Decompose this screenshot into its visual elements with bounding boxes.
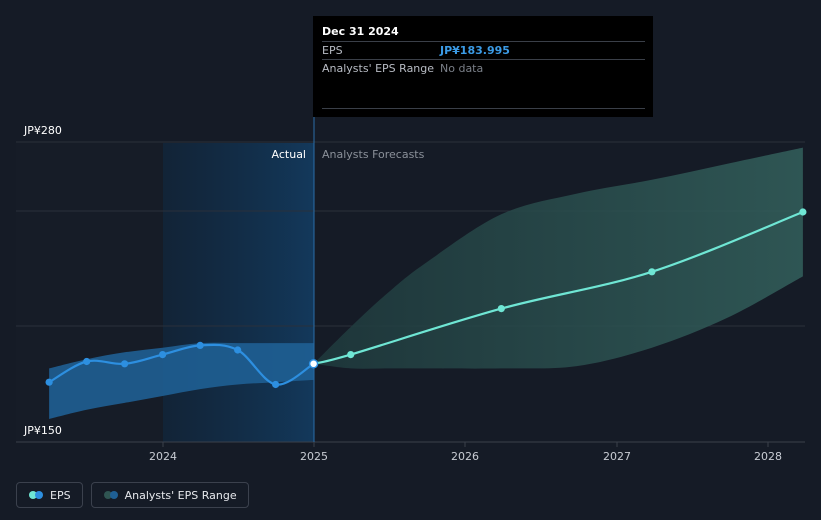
region-label-forecast: Analysts Forecasts <box>322 148 425 161</box>
legend-eps-label: EPS <box>50 488 71 502</box>
legend-range-button[interactable]: Analysts' EPS Range <box>90 482 249 508</box>
tooltip-range-value: No data <box>440 62 484 75</box>
eps-point-actual-6 <box>272 380 280 389</box>
eps-point-actual-5 <box>234 346 242 354</box>
eps-point-actual-3 <box>158 351 167 359</box>
eps-swatch-icon <box>29 491 43 499</box>
y-label-bottom: JP¥150 <box>23 424 62 437</box>
tooltip-range-row: Analysts' EPS Range No data <box>322 59 645 77</box>
eps-point-forecast-2 <box>497 305 505 313</box>
eps-range-band-actual <box>49 342 314 419</box>
eps-point-actual-2 <box>121 360 129 368</box>
eps-point-actual-7 <box>308 359 319 369</box>
x-tick-label-2026: 2026 <box>451 450 479 463</box>
x-tick-label-2025: 2025 <box>300 450 328 463</box>
actual-highlight <box>163 143 314 442</box>
legend-eps-button[interactable]: EPS <box>16 482 83 508</box>
x-tick-label-2024: 2024 <box>149 450 177 463</box>
range-swatch-icon <box>103 491 118 499</box>
eps-point-actual-4 <box>196 341 204 349</box>
tooltip-range-label: Analysts' EPS Range <box>322 62 435 75</box>
tooltip-date: Dec 31 2024 <box>322 25 399 38</box>
eps-point-forecast-3 <box>648 268 656 276</box>
eps-point-actual-0 <box>45 378 53 386</box>
tooltip-eps-row: EPS JP¥183.995 <box>322 41 645 59</box>
eps-point-forecast-1 <box>347 351 355 359</box>
x-tick-label-2027: 2027 <box>603 450 631 463</box>
tooltip-eps-value: JP¥183.995 <box>440 44 510 57</box>
region-label-actual: Actual <box>272 148 306 161</box>
tooltip-eps-label: EPS <box>322 44 343 57</box>
y-label-top: JP¥280 <box>23 124 62 137</box>
chart-legend: EPS Analysts' EPS Range <box>16 482 249 508</box>
tooltip-divider <box>322 108 645 109</box>
eps-range-band-forecast <box>313 147 803 369</box>
eps-point-actual-1 <box>83 357 91 366</box>
legend-range-label: Analysts' EPS Range <box>124 488 237 502</box>
eps-point-forecast-4 <box>799 208 807 216</box>
x-tick-label-2028: 2028 <box>754 450 782 463</box>
hover-tooltip: Dec 31 2024 EPS JP¥183.995 Analysts' EPS… <box>313 16 653 117</box>
